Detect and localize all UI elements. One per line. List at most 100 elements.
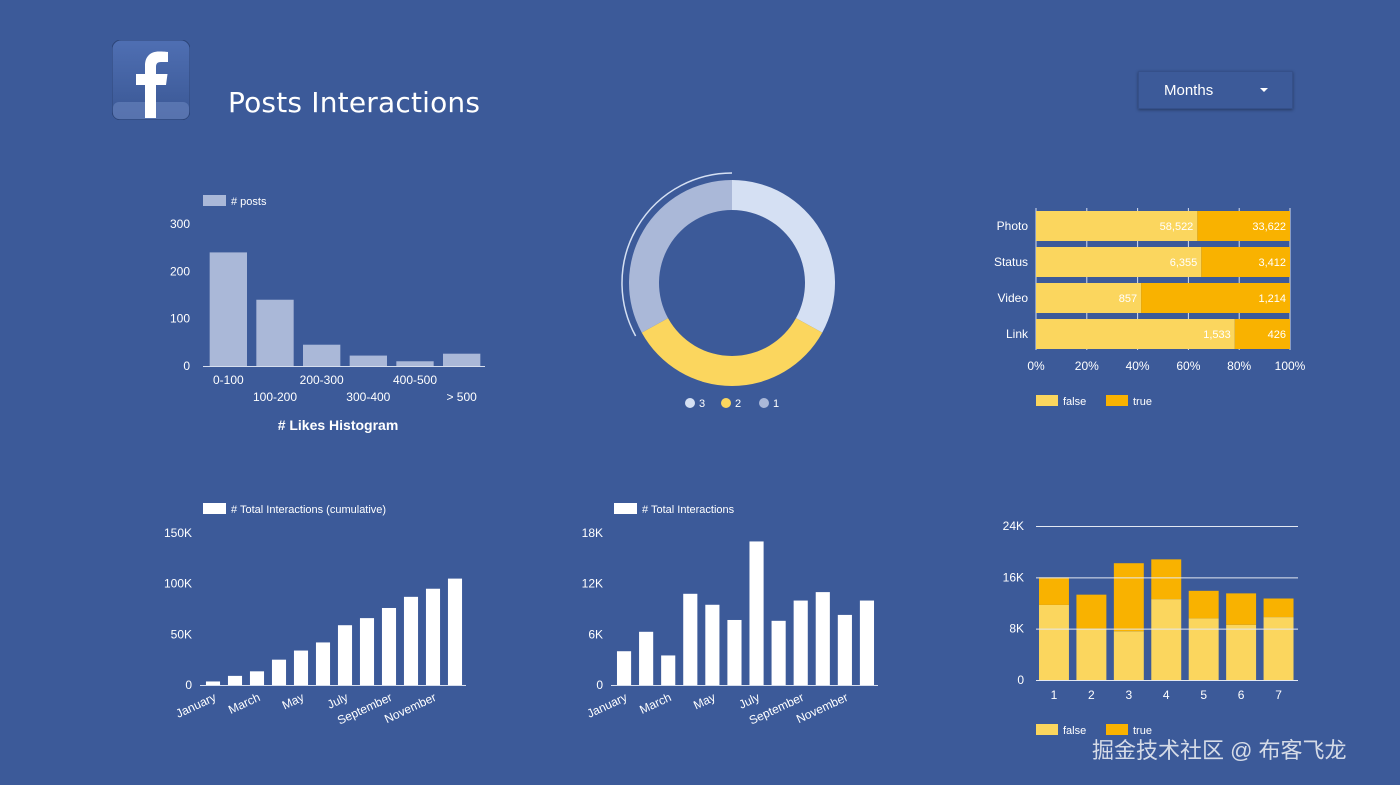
monthly-interactions-bar bbox=[815, 592, 830, 685]
period-dropdown[interactable]: Months bbox=[1138, 71, 1293, 109]
histogram-bar bbox=[209, 252, 247, 366]
facebook-logo-icon bbox=[111, 39, 191, 121]
donut-slice bbox=[732, 180, 836, 333]
hbar-legend-true-label: true bbox=[1133, 396, 1152, 408]
donut-legend-dot bbox=[685, 398, 695, 408]
weekday-false-bar bbox=[1151, 599, 1182, 680]
monthly-interactions-bar bbox=[771, 620, 786, 685]
cumulative-interactions-bar bbox=[315, 642, 331, 685]
hbar-x-tick: 60% bbox=[1176, 359, 1200, 373]
cumulative-interactions-bar bbox=[381, 607, 397, 685]
monthly-interactions-bar bbox=[859, 600, 875, 685]
monthly-interactions-x-tick: May bbox=[691, 690, 717, 712]
hbar-true-value: 33,622 bbox=[1252, 221, 1286, 233]
cumulative-interactions-bar bbox=[359, 618, 375, 685]
cumulative-interactions-legend-label: # Total Interactions (cumulative) bbox=[231, 504, 386, 516]
monthly-interactions-y-tick: 18K bbox=[582, 526, 603, 540]
weekday-x-tick: 2 bbox=[1088, 688, 1095, 702]
cumulative-interactions-x-tick: May bbox=[280, 690, 306, 712]
donut-legend-dot bbox=[759, 398, 769, 408]
hbar-x-tick: 20% bbox=[1075, 359, 1099, 373]
histogram-y-tick: 100 bbox=[170, 312, 190, 326]
hbar-true-segment bbox=[1201, 247, 1290, 277]
hbar-true-value: 1,214 bbox=[1258, 293, 1286, 305]
cumulative-interactions-y-tick: 150K bbox=[164, 526, 192, 540]
weekday-x-tick: 5 bbox=[1200, 688, 1207, 702]
weekday-false-bar bbox=[1226, 624, 1257, 680]
hbar-category-label: Status bbox=[994, 255, 1028, 269]
monthly-interactions-bar bbox=[705, 604, 720, 685]
caret-down-icon bbox=[1260, 88, 1268, 92]
weekday-x-tick: 4 bbox=[1163, 688, 1170, 702]
monthly-interactions-y-tick: 0 bbox=[596, 678, 603, 692]
monthly-interactions-x-tick: January bbox=[585, 690, 630, 721]
weekday-y-tick: 16K bbox=[1003, 570, 1024, 584]
hbar-x-tick: 0% bbox=[1027, 359, 1045, 373]
hbar-true-segment bbox=[1197, 211, 1290, 241]
cumulative-interactions-bar bbox=[403, 596, 419, 685]
hbar-category-label: Photo bbox=[997, 219, 1029, 233]
hbar-legend-true-swatch bbox=[1106, 395, 1128, 406]
cumulative-interactions-bar bbox=[425, 588, 441, 685]
histogram-x-tick: 300-400 bbox=[346, 390, 390, 404]
period-dropdown-value: Months bbox=[1164, 82, 1214, 99]
histogram-x-tick: 100-200 bbox=[253, 390, 297, 404]
weekday-legend-false-swatch bbox=[1036, 724, 1058, 735]
histogram-legend-swatch bbox=[203, 195, 226, 206]
weekday-false-bar bbox=[1188, 618, 1219, 680]
monthly-interactions-bar bbox=[793, 600, 808, 685]
hbar-false-segment bbox=[1036, 211, 1198, 241]
hbar-true-value: 3,412 bbox=[1258, 257, 1286, 269]
donut-legend-label: 2 bbox=[735, 398, 741, 410]
weekday-true-bar bbox=[1076, 594, 1107, 629]
cumulative-interactions-x-tick: March bbox=[226, 690, 262, 717]
weekday-y-tick: 24K bbox=[1003, 519, 1024, 533]
weekday-true-bar bbox=[1263, 598, 1294, 618]
hbar-legend-false-label: false bbox=[1063, 396, 1086, 408]
monthly-interactions-legend-swatch bbox=[614, 503, 637, 514]
hbar-true-segment bbox=[1141, 283, 1290, 313]
cumulative-interactions-bar bbox=[227, 675, 243, 685]
histogram-legend-label: # posts bbox=[231, 196, 267, 208]
cumulative-interactions-y-tick: 0 bbox=[185, 678, 192, 692]
monthly-interactions-x-tick: March bbox=[637, 690, 673, 717]
weekday-true-bar bbox=[1113, 563, 1144, 632]
page-title: Posts Interactions bbox=[228, 86, 481, 119]
histogram-x-tick: 0-100 bbox=[213, 373, 244, 387]
hbar-false-segment bbox=[1036, 247, 1202, 277]
weekday-false-bar bbox=[1113, 631, 1144, 680]
weekday-false-bar bbox=[1076, 628, 1107, 680]
donut-legend-dot bbox=[721, 398, 731, 408]
histogram-title: # Likes Histogram bbox=[278, 417, 399, 433]
donut-slice bbox=[641, 318, 823, 386]
hbar-false-value: 58,522 bbox=[1160, 221, 1194, 233]
cumulative-interactions-bar bbox=[249, 671, 265, 685]
donut-slice bbox=[629, 179, 732, 333]
cumulative-interactions-x-tick: January bbox=[174, 690, 219, 721]
histogram-bar bbox=[256, 299, 294, 366]
weekday-x-tick: 6 bbox=[1238, 688, 1245, 702]
donut-highlight-arc bbox=[621, 172, 733, 337]
monthly-interactions-bar bbox=[727, 619, 742, 685]
monthly-interactions-bar bbox=[639, 631, 654, 685]
hbar-x-tick: 80% bbox=[1227, 359, 1251, 373]
monthly-interactions-bar bbox=[837, 614, 852, 685]
hbar-true-segment bbox=[1234, 319, 1290, 349]
histogram-bar bbox=[303, 344, 341, 366]
cumulative-interactions-bar bbox=[337, 625, 353, 685]
hbar-x-tick: 100% bbox=[1275, 359, 1306, 373]
monthly-interactions-bar bbox=[749, 541, 764, 685]
weekday-x-tick: 3 bbox=[1125, 688, 1132, 702]
cumulative-interactions-bar bbox=[447, 578, 463, 685]
monthly-interactions-bar bbox=[683, 593, 698, 685]
hbar-false-segment bbox=[1036, 283, 1142, 313]
weekday-true-bar bbox=[1226, 593, 1257, 625]
hbar-category-label: Link bbox=[1006, 327, 1029, 341]
monthly-interactions-y-tick: 6K bbox=[588, 627, 603, 641]
weekday-false-bar bbox=[1263, 617, 1294, 680]
weekday-true-bar bbox=[1039, 577, 1069, 605]
monthly-interactions-x-tick: July bbox=[737, 690, 762, 712]
hbar-false-value: 1,533 bbox=[1203, 329, 1231, 341]
histogram-bar bbox=[443, 353, 481, 366]
